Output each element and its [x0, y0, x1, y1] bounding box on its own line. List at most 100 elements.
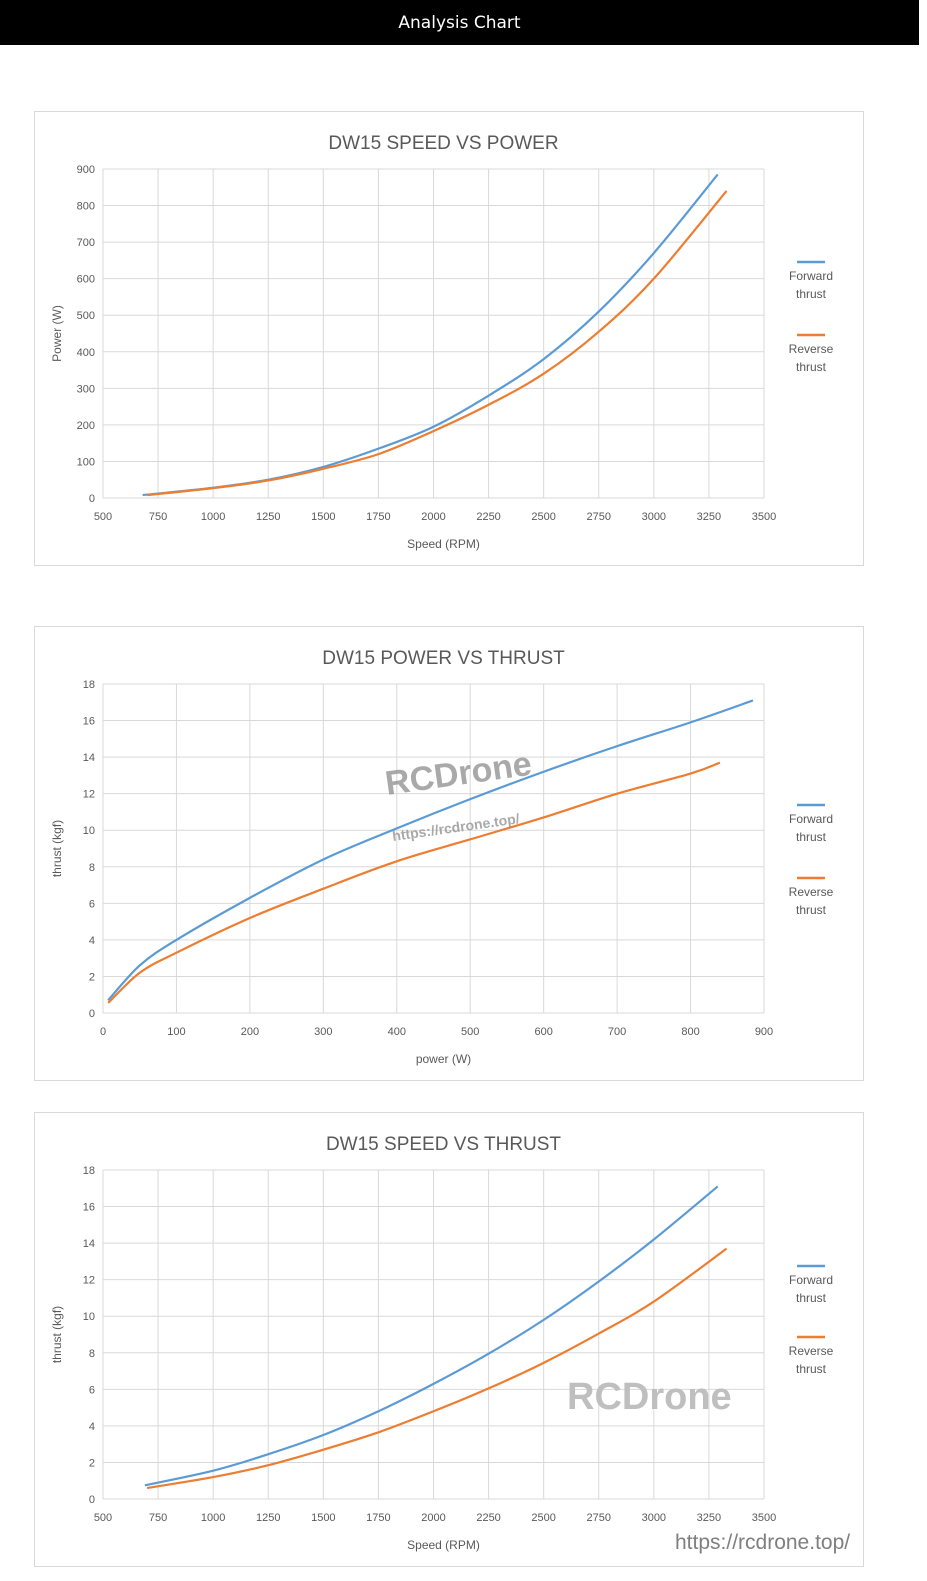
watermark-brand: RCDrone [567, 1376, 732, 1418]
x-tick-label: 300 [314, 1026, 332, 1038]
x-tick-label: 500 [461, 1026, 479, 1038]
x-tick-label: 3500 [752, 1512, 776, 1524]
y-tick-label: 4 [89, 1421, 95, 1433]
legend-label: thrust [796, 830, 827, 844]
legend-label: thrust [796, 287, 827, 301]
y-tick-label: 8 [89, 862, 95, 874]
legend-label: Reverse [789, 885, 834, 899]
x-tick-label: 100 [167, 1026, 185, 1038]
x-tick-label: 3000 [642, 1512, 666, 1524]
x-tick-label: 1250 [256, 1512, 280, 1524]
chart-title: DW15 SPEED VS THRUST [326, 1134, 561, 1155]
x-tick-label: 0 [100, 1026, 106, 1038]
x-tick-label: 2250 [476, 511, 500, 523]
x-tick-label: 1500 [311, 511, 335, 523]
y-tick-label: 2 [89, 971, 95, 983]
x-tick-label: 3250 [697, 1512, 721, 1524]
x-tick-label: 750 [149, 1512, 167, 1524]
x-tick-label: 500 [94, 1512, 112, 1524]
x-axis-label: Speed (RPM) [407, 1538, 480, 1552]
y-tick-label: 14 [83, 752, 95, 764]
y-tick-label: 700 [77, 237, 95, 249]
x-tick-label: 1750 [366, 1512, 390, 1524]
y-tick-label: 10 [83, 825, 95, 837]
legend-label: thrust [796, 360, 827, 374]
watermark-brand: RCDrone [383, 745, 534, 803]
y-tick-label: 16 [83, 1202, 95, 1214]
x-tick-label: 900 [755, 1026, 773, 1038]
page-header: Analysis Chart [0, 0, 919, 45]
y-axis-label: thrust (kgf) [50, 1306, 64, 1363]
y-tick-label: 6 [89, 1384, 95, 1396]
y-tick-label: 400 [77, 347, 95, 359]
x-tick-label: 600 [534, 1026, 552, 1038]
x-tick-label: 2500 [531, 511, 555, 523]
x-tick-label: 3500 [752, 511, 776, 523]
x-axis-label: Speed (RPM) [407, 537, 480, 551]
page-title: Analysis Chart [398, 12, 521, 33]
x-tick-label: 800 [681, 1026, 699, 1038]
x-tick-label: 200 [241, 1026, 259, 1038]
watermark-url: https://rcdrone.top/ [391, 810, 520, 844]
x-tick-label: 3250 [697, 511, 721, 523]
x-tick-label: 750 [149, 511, 167, 523]
y-tick-label: 2 [89, 1457, 95, 1469]
y-tick-label: 18 [83, 679, 95, 691]
legend-label: Reverse [789, 342, 834, 356]
y-tick-label: 14 [83, 1238, 95, 1250]
chart-speed-vs-power: DW15 SPEED VS POWER 500 750 1000 1250 1500 175… [34, 111, 864, 566]
y-tick-label: 800 [77, 201, 95, 213]
chart-speed-vs-thrust: DW15 SPEED VS THRUST 500 750 1000 1250 1500 17… [34, 1112, 864, 1567]
series-line-forward [107, 699, 754, 1001]
x-tick-label: 1500 [311, 1512, 335, 1524]
legend-label: Forward [789, 1273, 833, 1287]
watermark-url: https://rcdrone.top/ [675, 1531, 850, 1554]
y-tick-label: 0 [89, 1494, 95, 1506]
y-tick-label: 12 [83, 789, 95, 801]
x-tick-label: 1000 [201, 511, 225, 523]
y-tick-label: 100 [77, 456, 95, 468]
series-line-reverse [146, 1247, 728, 1490]
x-tick-label: 500 [94, 511, 112, 523]
y-tick-label: 500 [77, 310, 95, 322]
y-axis-label: Power (W) [50, 305, 64, 362]
y-tick-label: 200 [77, 420, 95, 432]
chart-svg: DW15 SPEED VS THRUST 500 750 1000 1250 1500 17… [50, 1134, 850, 1554]
chart-power-vs-thrust: DW15 POWER VS THRUST 0 100 200 300 400 500 600 7… [34, 626, 864, 1081]
y-tick-label: 900 [77, 164, 95, 176]
x-tick-label: 2250 [476, 1512, 500, 1524]
y-tick-label: 6 [89, 898, 95, 910]
legend-label: Forward [789, 812, 833, 826]
x-tick-label: 2500 [531, 1512, 555, 1524]
legend-label: thrust [796, 1291, 827, 1305]
y-axis-label: thrust (kgf) [50, 820, 64, 877]
x-tick-label: 1250 [256, 511, 280, 523]
x-tick-label: 2750 [587, 1512, 611, 1524]
x-tick-label: 2000 [421, 511, 445, 523]
y-tick-label: 600 [77, 274, 95, 286]
y-tick-label: 4 [89, 935, 95, 947]
series-line-reverse [107, 761, 721, 1004]
x-tick-label: 400 [388, 1026, 406, 1038]
x-tick-label: 1750 [366, 511, 390, 523]
y-tick-label: 8 [89, 1348, 95, 1360]
series-line-reverse [146, 190, 728, 497]
legend-label: thrust [796, 1362, 827, 1376]
y-tick-label: 18 [83, 1165, 95, 1177]
legend-label: Forward [789, 269, 833, 283]
x-tick-label: 2750 [587, 511, 611, 523]
x-tick-label: 1000 [201, 1512, 225, 1524]
series-line-forward [144, 1185, 719, 1487]
y-tick-label: 10 [83, 1311, 95, 1323]
x-tick-label: 3000 [642, 511, 666, 523]
y-tick-label: 300 [77, 383, 95, 395]
x-axis-label: power (W) [416, 1052, 471, 1066]
y-tick-label: 12 [83, 1275, 95, 1287]
chart-title: DW15 POWER VS THRUST [322, 648, 565, 669]
legend-label: Reverse [789, 1344, 834, 1358]
x-tick-label: 2000 [421, 1512, 445, 1524]
y-tick-label: 0 [89, 493, 95, 505]
chart-title: DW15 SPEED VS POWER [328, 133, 558, 154]
